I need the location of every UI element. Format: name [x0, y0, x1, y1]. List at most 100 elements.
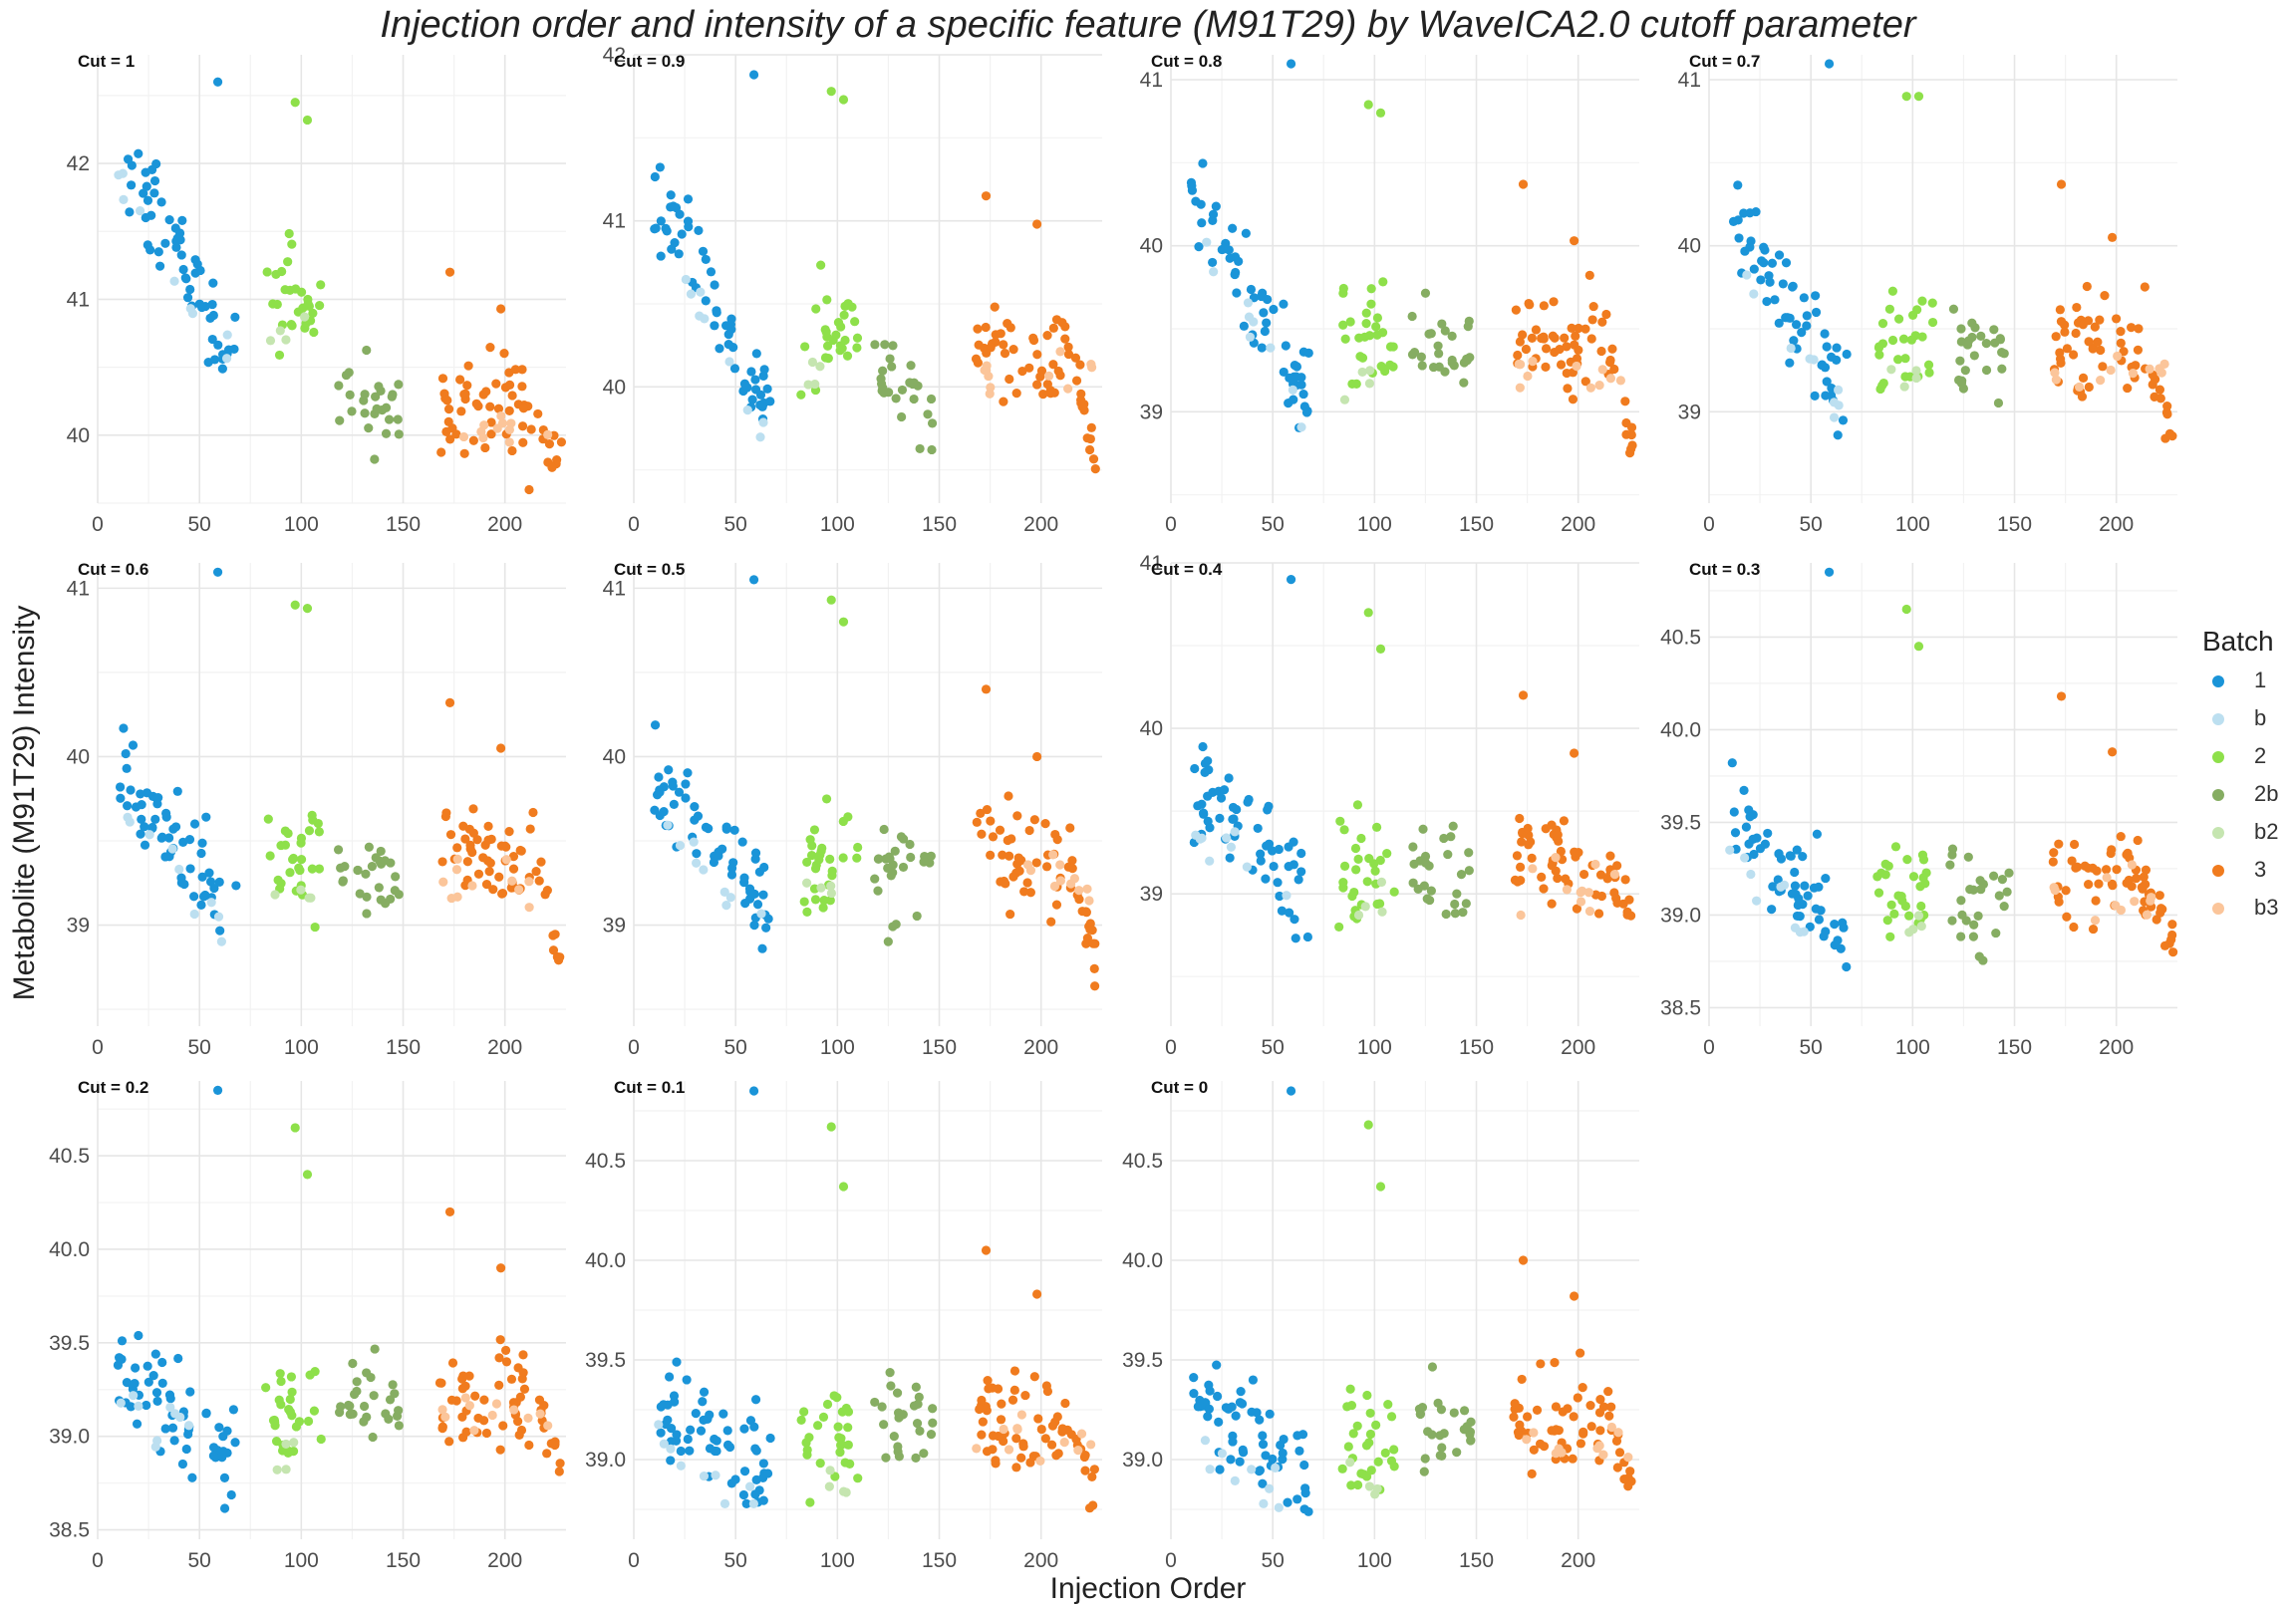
data-point — [835, 1440, 846, 1451]
data-point — [1294, 1446, 1304, 1456]
data-point — [2055, 305, 2065, 315]
data-point — [434, 1378, 445, 1388]
data-point — [1576, 897, 1586, 907]
data-point — [838, 95, 849, 105]
data-point — [911, 1382, 921, 1392]
data-point — [982, 348, 992, 358]
data-point — [1798, 852, 1808, 862]
data-point — [228, 1405, 239, 1415]
data-point — [825, 1466, 835, 1475]
data-point — [909, 378, 919, 388]
data-point — [310, 922, 320, 933]
data-point — [1342, 1402, 1352, 1412]
data-point — [896, 832, 907, 842]
data-point — [366, 1372, 376, 1383]
data-point — [826, 881, 836, 891]
data-point — [746, 367, 756, 377]
data-point — [1462, 356, 1472, 366]
data-point — [1963, 852, 1973, 862]
data-point — [121, 748, 131, 759]
data-point — [986, 816, 996, 826]
data-point — [1087, 1472, 1097, 1482]
data-point — [1249, 293, 1260, 303]
data-point — [1419, 1467, 1429, 1476]
data-point — [1228, 802, 1239, 813]
data-point — [655, 162, 665, 172]
data-point — [1976, 331, 1986, 341]
data-point — [1239, 321, 1249, 331]
data-point — [167, 1423, 178, 1433]
data-point — [870, 1397, 880, 1408]
data-point — [1195, 1402, 1206, 1412]
data-point — [1200, 767, 1210, 777]
data-point — [1830, 920, 1840, 930]
data-point — [335, 415, 345, 425]
legend-dot — [2212, 903, 2224, 915]
data-point — [1048, 360, 1058, 370]
data-point — [1752, 896, 1762, 906]
data-point — [1265, 1483, 1275, 1493]
data-point — [513, 1417, 523, 1427]
data-point — [2100, 291, 2110, 301]
data-point — [1032, 1289, 1042, 1299]
data-point — [1459, 378, 1469, 388]
data-point — [140, 822, 149, 832]
data-point — [544, 439, 555, 449]
data-point — [189, 892, 199, 902]
data-point — [315, 300, 325, 311]
data-point — [1195, 834, 1205, 844]
data-point — [988, 1431, 999, 1441]
data-point — [750, 385, 761, 395]
data-point — [1963, 336, 1974, 346]
data-point — [487, 1410, 497, 1421]
data-point — [1416, 352, 1426, 362]
data-point — [1230, 269, 1240, 280]
data-point — [748, 70, 759, 80]
y-tick-label: 39.5 — [1122, 1349, 1163, 1372]
data-point — [1559, 816, 1570, 826]
data-point — [1556, 846, 1566, 857]
data-point — [1899, 382, 1909, 392]
x-tick-label: 0 — [1165, 513, 1177, 536]
data-point — [134, 1330, 144, 1341]
data-point — [826, 595, 836, 605]
data-point — [1247, 1465, 1257, 1474]
data-point — [1450, 899, 1460, 910]
data-point — [344, 368, 354, 378]
data-point — [149, 188, 159, 198]
data-point — [710, 321, 719, 331]
facet-strip-title: Cut = 0.7 — [1689, 52, 1760, 71]
data-point — [1607, 344, 1617, 354]
data-point — [840, 301, 850, 312]
data-point — [897, 385, 908, 396]
data-point — [835, 1448, 845, 1458]
data-point — [508, 1398, 519, 1408]
data-point — [1262, 318, 1272, 328]
data-point — [122, 763, 132, 773]
data-point — [1790, 867, 1800, 878]
data-point — [1893, 355, 1903, 365]
data-point — [1259, 308, 1269, 318]
data-point — [1459, 1406, 1470, 1416]
data-point — [718, 1409, 728, 1419]
data-point — [1623, 1481, 1633, 1491]
data-point — [1580, 324, 1590, 334]
data-point — [914, 1392, 924, 1403]
data-point — [456, 406, 466, 416]
data-point — [2155, 394, 2165, 403]
data-point — [543, 1421, 553, 1431]
data-point — [157, 1357, 167, 1368]
data-point — [723, 339, 733, 350]
data-point — [1551, 1402, 1562, 1412]
data-point — [1409, 859, 1419, 869]
x-tick-label: 100 — [1895, 513, 1930, 536]
data-point — [1377, 907, 1387, 917]
data-point — [170, 822, 181, 832]
data-point — [533, 408, 543, 419]
data-point — [829, 1391, 839, 1401]
data-point — [494, 1380, 504, 1390]
data-point — [1740, 246, 1750, 256]
data-point — [1838, 918, 1848, 928]
data-point — [335, 1408, 345, 1418]
